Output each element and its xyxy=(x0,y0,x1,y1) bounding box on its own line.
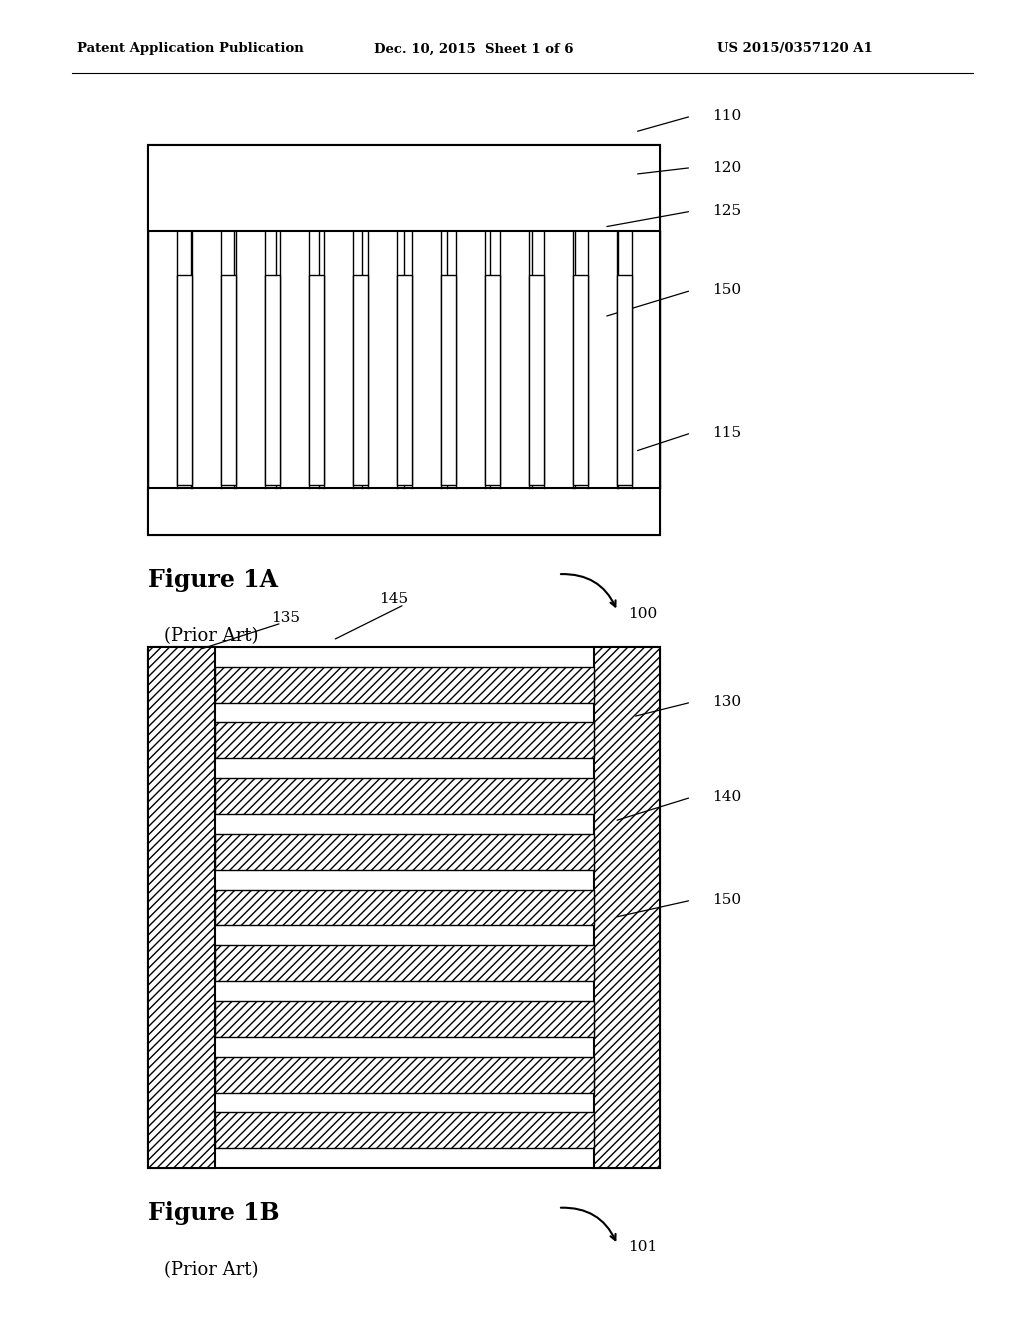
Bar xyxy=(528,275,544,486)
Text: Dec. 10, 2015  Sheet 1 of 6: Dec. 10, 2015 Sheet 1 of 6 xyxy=(374,42,573,55)
Bar xyxy=(148,647,660,1168)
Bar xyxy=(215,890,594,925)
Bar xyxy=(215,1001,594,1038)
Bar xyxy=(215,777,594,814)
Text: (Prior Art): (Prior Art) xyxy=(164,627,258,645)
Bar xyxy=(221,275,237,486)
Bar xyxy=(148,488,660,535)
Bar xyxy=(215,834,594,870)
Text: 150: 150 xyxy=(712,284,740,297)
Text: 115: 115 xyxy=(712,426,740,440)
Text: 135: 135 xyxy=(271,611,300,624)
Text: US 2015/0357120 A1: US 2015/0357120 A1 xyxy=(717,42,872,55)
Bar xyxy=(440,275,457,486)
Bar xyxy=(616,275,632,486)
Text: 125: 125 xyxy=(712,205,740,218)
Bar xyxy=(215,945,594,981)
Text: 101: 101 xyxy=(628,1241,657,1254)
Text: Figure 1A: Figure 1A xyxy=(148,568,279,591)
Bar xyxy=(148,647,215,1168)
Bar xyxy=(396,275,413,486)
Bar xyxy=(215,667,594,702)
Text: 145: 145 xyxy=(379,593,408,606)
Text: 130: 130 xyxy=(712,696,740,709)
Bar xyxy=(215,1113,594,1148)
Text: 150: 150 xyxy=(712,894,740,907)
Text: 140: 140 xyxy=(712,791,741,804)
Bar xyxy=(594,647,660,1168)
Text: Patent Application Publication: Patent Application Publication xyxy=(77,42,303,55)
Text: 120: 120 xyxy=(712,161,741,174)
Text: (Prior Art): (Prior Art) xyxy=(164,1261,258,1279)
Bar xyxy=(148,145,660,231)
Bar xyxy=(148,145,660,535)
Bar xyxy=(309,275,325,486)
Bar xyxy=(352,275,369,486)
Text: 100: 100 xyxy=(628,607,657,620)
Text: Figure 1B: Figure 1B xyxy=(148,1201,280,1225)
Bar xyxy=(572,275,588,486)
Bar xyxy=(215,1057,594,1093)
Bar xyxy=(177,275,193,486)
Text: 110: 110 xyxy=(712,110,741,123)
Bar xyxy=(215,722,594,758)
Bar xyxy=(265,275,281,486)
Bar xyxy=(484,275,500,486)
